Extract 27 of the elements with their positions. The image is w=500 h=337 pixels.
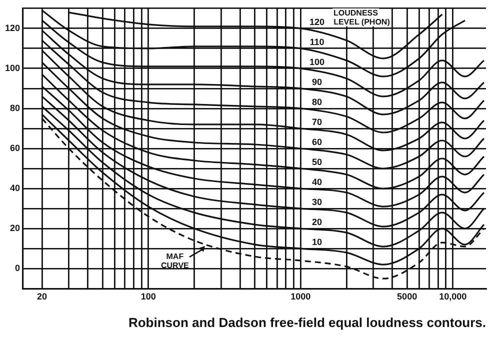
series-label: 100: [309, 56, 324, 67]
series-label: 30: [312, 197, 322, 208]
series-label: 110: [310, 36, 324, 47]
annotation: LOUDNESS LEVEL (PHON): [334, 8, 390, 27]
x-tick-label: 10,000: [439, 291, 467, 302]
y-tick-label: 0: [15, 263, 20, 274]
x-tick-label: 5000: [397, 291, 418, 302]
series-label: 120: [309, 16, 324, 27]
series-label: 60: [312, 136, 322, 147]
annotation: MAF CURVE: [160, 252, 190, 270]
y-tick-label: 100: [4, 62, 20, 73]
y-tick-label: 40: [10, 183, 20, 194]
series-label: 10: [312, 237, 322, 248]
x-tick-label: 100: [140, 291, 156, 302]
series-label: 20: [312, 217, 322, 228]
y-tick-label: 120: [4, 22, 20, 33]
y-tick-label: 80: [10, 102, 20, 113]
series-label: 70: [312, 116, 322, 127]
x-tick-label: 20: [37, 291, 48, 302]
y-tick-label: 20: [10, 223, 20, 234]
series-label: 50: [312, 157, 322, 167]
series-label: 80: [312, 96, 322, 107]
series-label: 90: [312, 76, 322, 87]
text: Robinson and Dadson free-field equal loudness contours.: [128, 314, 486, 330]
x-tick-label: 1000: [290, 291, 311, 302]
series-label: 40: [312, 177, 322, 188]
y-tick-label: 60: [10, 142, 20, 153]
